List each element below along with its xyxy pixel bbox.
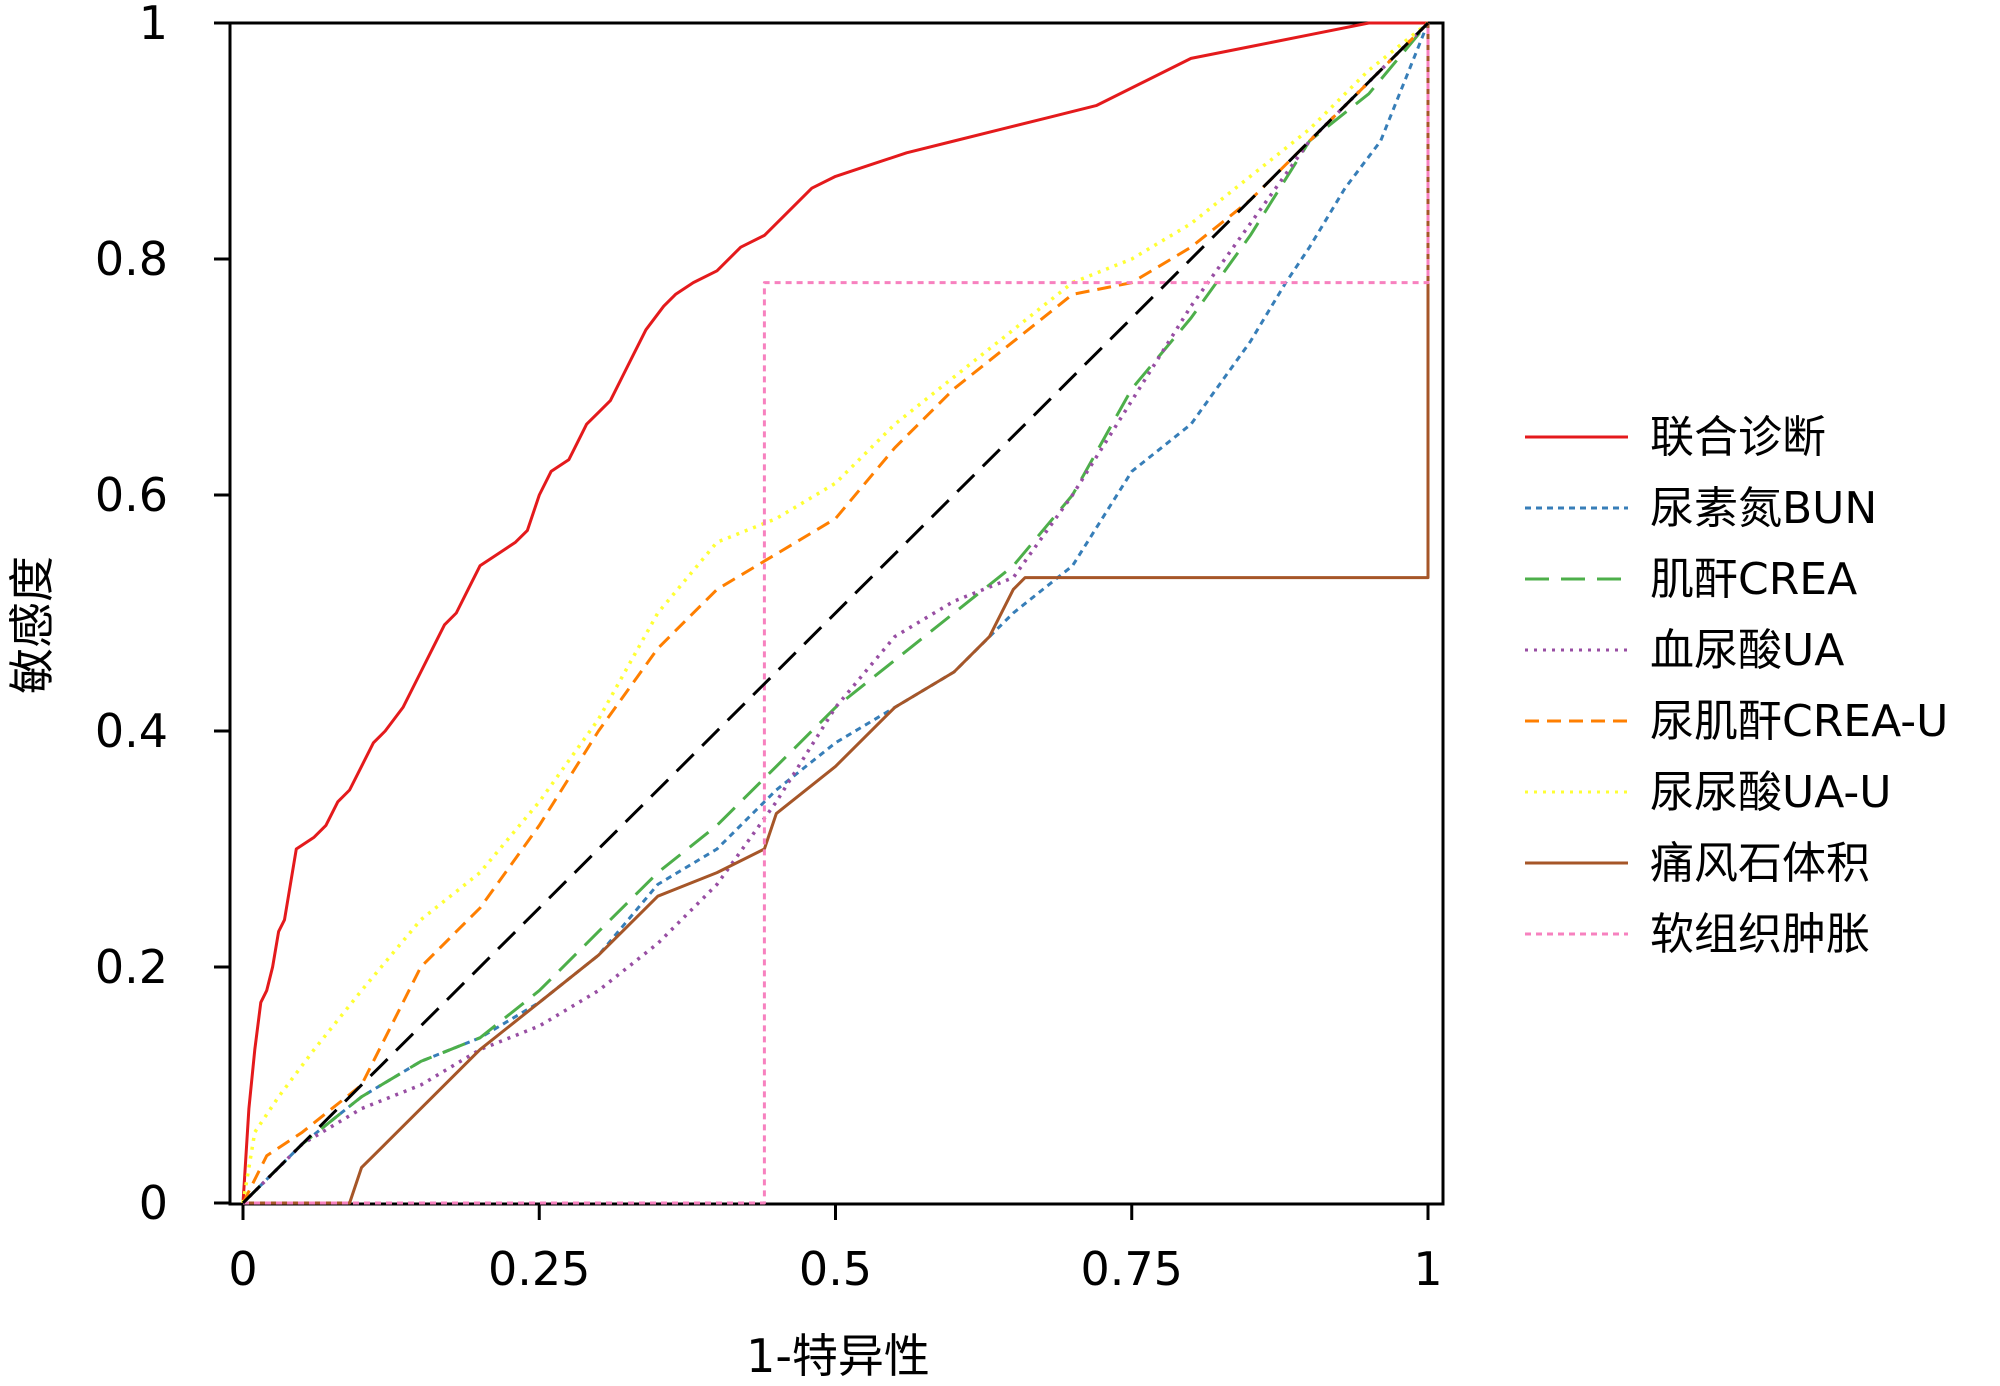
x-tick-label-3: 0.75 bbox=[1081, 1242, 1183, 1296]
legend-label-1: 尿素氮BUN bbox=[1650, 483, 1877, 534]
series-line-7 bbox=[243, 23, 1430, 1205]
x-tick-label-0: 0 bbox=[228, 1242, 257, 1296]
legend-label-0: 联合诊断 bbox=[1650, 412, 1826, 463]
y-tick-label-5: 1 bbox=[139, 0, 168, 50]
y-tick-label-2: 0.4 bbox=[95, 704, 168, 758]
y-tick-label-4: 0.8 bbox=[95, 232, 168, 286]
series-line-0 bbox=[241, 21, 1428, 1204]
x-tick-label-4: 1 bbox=[1413, 1242, 1442, 1296]
x-axis: 0 0.25 0.5 0.75 1 bbox=[228, 1204, 1443, 1296]
y-tick-label-0: 0 bbox=[139, 1176, 168, 1230]
x-tick-label-2: 0.5 bbox=[799, 1242, 872, 1296]
legend-label-7: 软组织肿胀 bbox=[1650, 909, 1870, 960]
series-line-6 bbox=[243, 23, 1430, 1205]
reference-diagonal-line bbox=[241, 21, 1430, 1205]
series-line-4 bbox=[241, 21, 1430, 1204]
series-layer bbox=[241, 21, 1430, 1205]
legend-label-2: 肌酐CREA bbox=[1650, 554, 1857, 605]
legend-label-5: 尿尿酸UA-U bbox=[1650, 767, 1891, 818]
series-line-2 bbox=[241, 22, 1430, 1205]
y-axis-title: 敏感度 bbox=[5, 556, 59, 694]
y-axis: 0 0.2 0.4 0.6 0.8 1 bbox=[95, 0, 230, 1230]
legend-label-3: 血尿酸UA bbox=[1650, 625, 1844, 676]
x-axis-title: 1-特异性 bbox=[746, 1329, 930, 1383]
y-tick-label-3: 0.6 bbox=[95, 468, 168, 522]
y-tick-label-1: 0.2 bbox=[95, 940, 168, 994]
legend-label-6: 痛风石体积 bbox=[1650, 838, 1870, 889]
legend-label-4: 尿肌酐CREA-U bbox=[1650, 696, 1948, 747]
x-tick-label-1: 0.25 bbox=[488, 1242, 590, 1296]
